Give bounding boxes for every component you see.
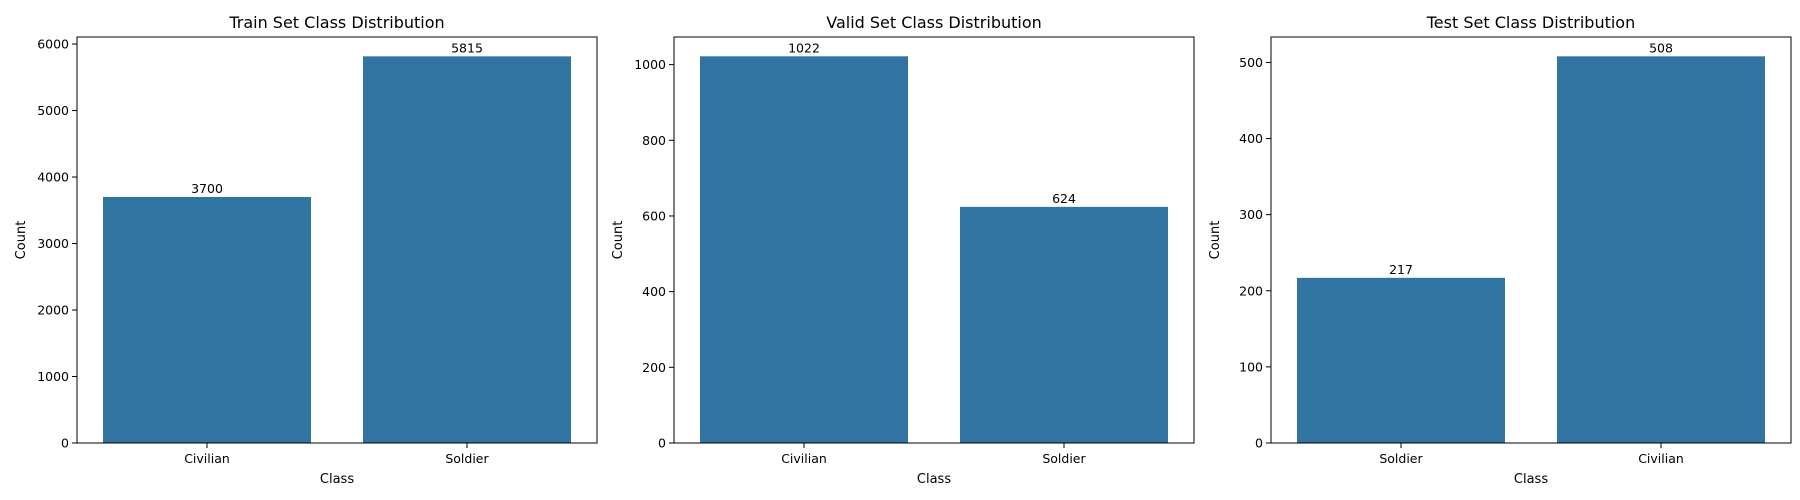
- y-tick-label: 1000: [37, 369, 69, 384]
- data-label: 5815: [451, 40, 483, 55]
- x-axis-label: Class: [1514, 472, 1548, 487]
- bar-civilian: [1557, 56, 1765, 443]
- bar-civilian: [700, 56, 908, 443]
- y-tick-label: 6000: [37, 37, 69, 52]
- bar-soldier: [1297, 277, 1505, 443]
- x-axis-label: Class: [917, 472, 951, 487]
- y-axis-label: Count: [1208, 221, 1223, 260]
- x-tick-label: Soldier: [445, 451, 489, 466]
- y-tick-label: 1000: [634, 57, 666, 72]
- y-tick-label: 0: [61, 436, 69, 451]
- data-label: 624: [1052, 191, 1076, 206]
- bar-civilian: [103, 196, 311, 443]
- y-tick-label: 200: [642, 360, 666, 375]
- x-axis-label: Class: [320, 472, 354, 487]
- plot-frame: [76, 36, 598, 444]
- y-tick-label: 600: [642, 208, 666, 223]
- x-tick-label: Soldier: [1379, 451, 1423, 466]
- y-tick-label: 0: [1255, 436, 1263, 451]
- plot-frame: [673, 36, 1195, 444]
- y-tick-label: 200: [1239, 283, 1263, 298]
- y-tick-label: 400: [1239, 131, 1263, 146]
- y-tick-label: 5000: [37, 103, 69, 118]
- y-tick-label: 3000: [37, 236, 69, 251]
- y-tick-label: 0: [658, 436, 666, 451]
- chart-title: Train Set Class Distribution: [228, 13, 444, 32]
- data-label: 1022: [788, 40, 820, 55]
- y-tick-label: 500: [1239, 55, 1263, 70]
- bar-soldier: [363, 56, 571, 444]
- x-tick-label: Civilian: [1638, 451, 1684, 466]
- x-tick-label: Civilian: [781, 451, 827, 466]
- x-tick-label: Soldier: [1042, 451, 1086, 466]
- y-axis-label: Count: [611, 221, 626, 260]
- y-tick-label: 800: [642, 133, 666, 148]
- chart-title: Valid Set Class Distribution: [826, 13, 1042, 32]
- y-tick-label: 2000: [37, 303, 69, 318]
- y-tick-label: 100: [1239, 359, 1263, 374]
- chart-title: Test Set Class Distribution: [1426, 13, 1635, 32]
- x-tick-label: Civilian: [184, 451, 230, 466]
- data-label: 217: [1389, 262, 1413, 277]
- y-tick-label: 300: [1239, 207, 1263, 222]
- y-axis-label: Count: [14, 221, 29, 260]
- data-label: 3700: [191, 181, 223, 196]
- y-tick-label: 400: [642, 284, 666, 299]
- plot-frame: [1270, 36, 1792, 444]
- data-label: 508: [1649, 40, 1673, 55]
- y-tick-label: 4000: [37, 170, 69, 185]
- bar-soldier: [960, 206, 1168, 443]
